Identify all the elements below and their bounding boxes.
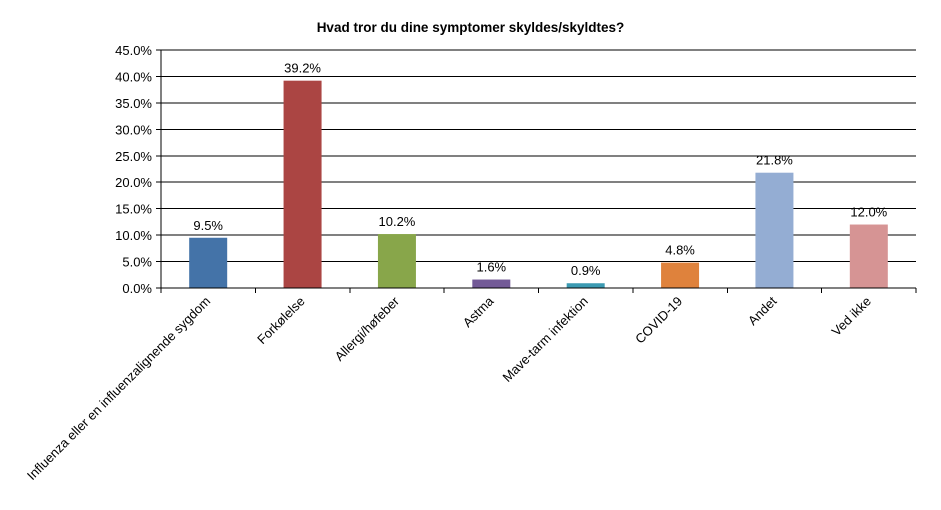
x-tick-label: COVID-19: [632, 294, 685, 347]
bar: [566, 283, 605, 288]
data-label: 39.2%: [284, 61, 321, 76]
y-tick-label: 10.0%: [115, 228, 152, 243]
y-tick-label: 35.0%: [115, 96, 152, 111]
data-label: 12.0%: [850, 205, 887, 220]
bar: [755, 172, 794, 288]
x-tick-label: Influenza eller en influenzalignende syg…: [24, 294, 213, 483]
bar: [472, 279, 511, 288]
bar: [377, 234, 416, 288]
bar: [661, 262, 700, 288]
data-label: 10.2%: [379, 214, 416, 229]
x-tick-label: Astma: [460, 293, 497, 330]
data-label: 21.8%: [756, 153, 793, 168]
y-tick-label: 40.0%: [115, 69, 152, 84]
x-tick-label: Mave-tarm infektion: [499, 294, 590, 385]
bar: [189, 237, 228, 288]
y-tick-label: 45.0%: [115, 43, 152, 58]
y-tick-label: 0.0%: [122, 281, 152, 296]
bar: [849, 224, 888, 288]
y-tick-label: 30.0%: [115, 122, 152, 137]
chart-title: Hvad tror du dine symptomer skyldes/skyl…: [316, 20, 625, 35]
y-tick-label: 25.0%: [115, 149, 152, 164]
bar: [283, 80, 322, 288]
data-label: 9.5%: [193, 218, 223, 233]
x-tick-label: Ved ikke: [829, 294, 874, 339]
data-label: 0.9%: [571, 263, 601, 278]
data-label: 1.6%: [476, 260, 506, 275]
y-tick-label: 15.0%: [115, 202, 152, 217]
y-tick-label: 20.0%: [115, 175, 152, 190]
y-tick-label: 5.0%: [122, 255, 152, 270]
data-label: 4.8%: [665, 243, 695, 258]
x-tick-label: Allergi/høfeber: [332, 293, 403, 364]
x-tick-label: Forkølelse: [254, 294, 308, 348]
x-tick-label: Andet: [745, 293, 780, 328]
